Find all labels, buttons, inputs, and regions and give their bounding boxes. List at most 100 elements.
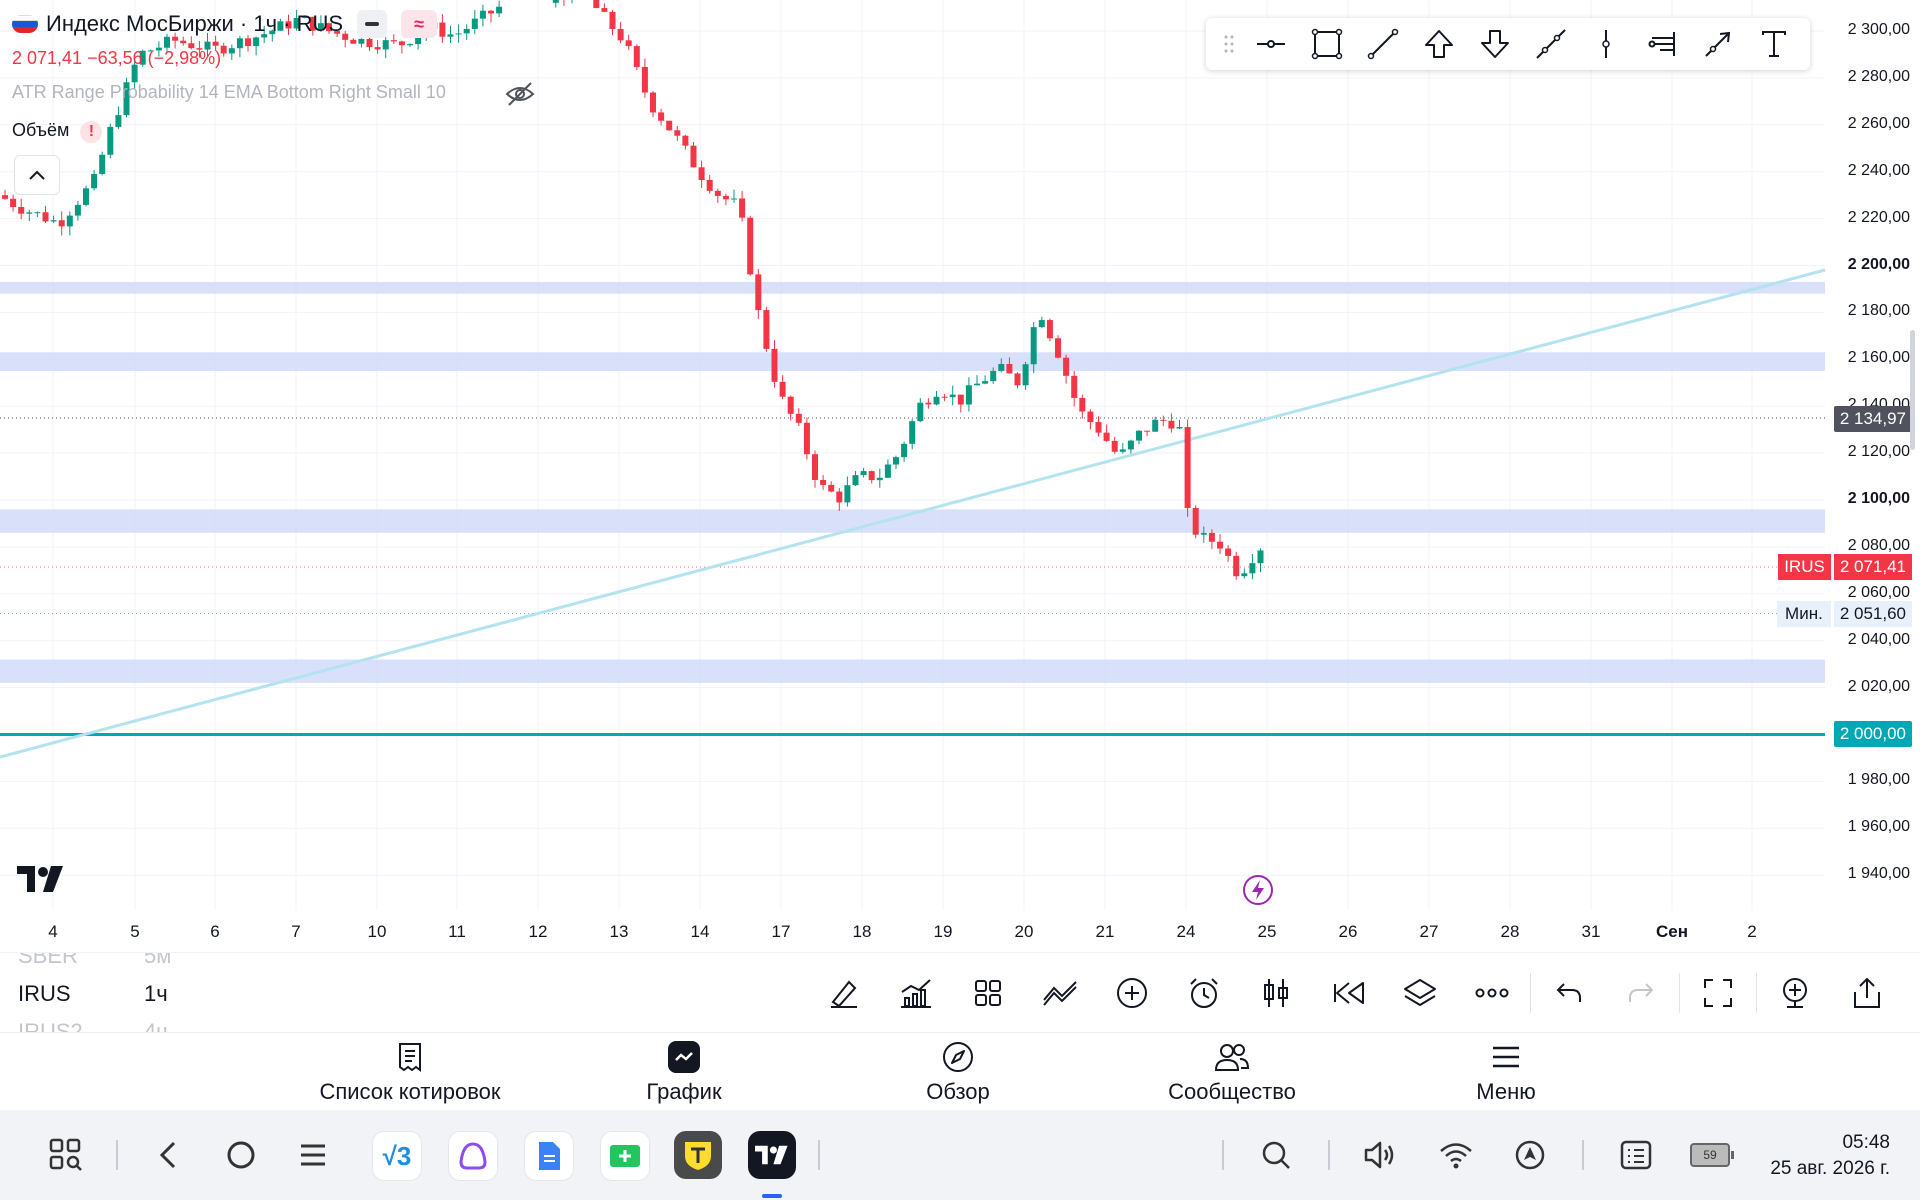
eye-hidden-icon[interactable] (504, 80, 536, 108)
trend-line-icon[interactable] (1355, 18, 1411, 70)
text-tool-icon[interactable] (1746, 18, 1802, 70)
horizontal-ray-icon[interactable] (1243, 18, 1299, 70)
candle-body (1063, 357, 1070, 376)
navigation-icon[interactable] (1508, 1133, 1552, 1177)
candle-body (593, 0, 600, 9)
fullscreen-icon[interactable] (1682, 963, 1754, 1023)
tradingview-logo[interactable] (17, 866, 65, 897)
zoom-icon[interactable] (1759, 963, 1831, 1023)
nav-menu[interactable]: Меню (1386, 1041, 1626, 1105)
candle-body (350, 39, 357, 44)
price-chart[interactable] (0, 0, 1920, 952)
candle-body (1022, 364, 1029, 386)
collapse-legend-button[interactable] (14, 155, 60, 195)
symbol-row[interactable]: SBER 5м (18, 953, 171, 969)
symbol-row[interactable]: IRUS2 4ч (18, 1019, 168, 1033)
candle-body (731, 198, 737, 200)
compare-icon[interactable] (1024, 963, 1096, 1023)
symbol-switcher[interactable]: SBER 5м IRUS 1ч IRUS2 4ч (18, 953, 218, 1033)
nav-watchlist[interactable]: Список котировок (290, 1041, 530, 1105)
candle-body (698, 167, 705, 180)
price-scale-scrollbar[interactable] (1910, 330, 1915, 450)
arrow-up-icon[interactable] (1411, 18, 1467, 70)
symbol-legend[interactable]: Индекс МосБиржи · 1ч · RUS ≈ (12, 10, 438, 38)
candle-body (212, 41, 219, 46)
back-icon[interactable] (146, 1133, 190, 1177)
more-icon[interactable] (1456, 963, 1528, 1023)
candle-body (820, 479, 827, 485)
layers-icon[interactable] (1384, 963, 1456, 1023)
redo-icon[interactable] (1605, 963, 1677, 1023)
share-icon[interactable] (1831, 963, 1903, 1023)
price-zone[interactable] (0, 509, 1825, 533)
volume-legend[interactable]: Объём ! (12, 120, 103, 143)
clock[interactable]: 05:48 25 авг. 2026 г. (1770, 1130, 1890, 1182)
candle-body (1136, 430, 1142, 441)
candle-body (674, 130, 681, 136)
extended-line-icon[interactable] (1523, 18, 1579, 70)
alert-icon[interactable] (1168, 963, 1240, 1023)
lightning-icon[interactable] (1242, 874, 1274, 906)
clock-date: 25 авг. 2026 г. (1770, 1158, 1890, 1179)
search-icon[interactable] (1254, 1133, 1298, 1177)
candle-body (957, 394, 964, 405)
nav-overview[interactable]: Обзор (838, 1041, 1078, 1105)
candle-body (844, 485, 851, 503)
trend-line[interactable] (0, 268, 1826, 759)
candle-body (552, 0, 559, 3)
symbol-row[interactable]: IRUS 1ч (18, 981, 168, 1007)
price-zone[interactable] (0, 659, 1825, 683)
warning-icon[interactable]: ! (80, 121, 103, 143)
recents-icon[interactable] (291, 1133, 335, 1177)
long-position-icon[interactable] (1634, 18, 1690, 70)
indicators-icon[interactable] (880, 963, 952, 1023)
layouts-icon[interactable] (952, 963, 1024, 1023)
replay-icon[interactable] (1312, 963, 1384, 1023)
home-icon[interactable] (219, 1133, 263, 1177)
undo-icon[interactable] (1533, 963, 1605, 1023)
volume-icon[interactable] (1358, 1133, 1402, 1177)
app-tbank-icon[interactable] (674, 1131, 722, 1179)
candle-body (1014, 373, 1021, 386)
candle-body (998, 363, 1005, 371)
candle-body (1127, 440, 1134, 450)
arrow-down-icon[interactable] (1467, 18, 1523, 70)
app-docs-icon[interactable] (524, 1131, 574, 1181)
app-tradingview-icon[interactable] (748, 1131, 796, 1179)
vertical-line-icon[interactable] (1579, 18, 1635, 70)
candle-body (334, 31, 341, 34)
candle-body (941, 396, 948, 398)
collapse-legend-icon[interactable] (357, 10, 388, 38)
candle-body (1233, 555, 1240, 577)
notifications-icon[interactable] (1614, 1133, 1658, 1177)
candle-body (407, 44, 413, 46)
app-alice-icon[interactable] (448, 1131, 498, 1181)
candle-body (982, 381, 989, 384)
nav-community[interactable]: Сообщество (1112, 1041, 1352, 1105)
nav-label: Обзор (926, 1079, 990, 1104)
candle-body (1200, 532, 1207, 535)
wave-icon[interactable]: ≈ (401, 10, 438, 38)
nav-chart[interactable]: График (564, 1041, 804, 1105)
app-math-icon[interactable]: √3 (372, 1131, 422, 1181)
time-axis-label: 26 (1338, 922, 1358, 941)
arrow-line-icon[interactable] (1690, 18, 1746, 70)
add-icon[interactable] (1096, 963, 1168, 1023)
system-taskbar: √3 59 05:48 25 авг. 2026 г. (0, 1110, 1920, 1200)
drag-handle-icon[interactable] (1214, 18, 1243, 70)
wifi-icon[interactable] (1434, 1133, 1478, 1177)
indicator-legend[interactable]: ATR Range Probability 14 EMA Bottom Righ… (12, 82, 446, 103)
candle-body (1144, 430, 1151, 432)
candle-body (1079, 397, 1086, 412)
candles-icon[interactable] (1240, 963, 1312, 1023)
app-tv-icon[interactable] (600, 1131, 650, 1181)
chart-area[interactable]: Индекс МосБиржи · 1ч · RUS ≈ 2 071,41 −6… (0, 0, 1920, 952)
rectangle-icon[interactable] (1299, 18, 1355, 70)
price-axis-label: 1 980,00 (1847, 771, 1910, 789)
price-zone[interactable] (0, 352, 1825, 372)
app-grid-icon[interactable] (44, 1133, 88, 1177)
price-zone[interactable] (0, 281, 1825, 294)
brush-icon[interactable] (808, 963, 880, 1023)
candle-body (860, 471, 867, 476)
price-axis-label: 1 960,00 (1847, 818, 1910, 836)
